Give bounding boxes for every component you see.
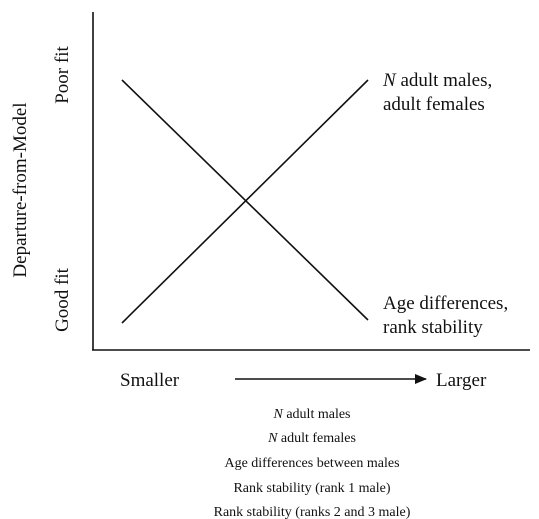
caption-text: adult females <box>281 431 356 446</box>
y-top-label: Poor fit <box>52 46 73 104</box>
caption-line: N adult females <box>267 431 356 446</box>
rising-label-italic: N <box>382 70 397 91</box>
caption-italic: N <box>273 407 284 422</box>
caption-line: Rank stability (ranks 2 and 3 male) <box>214 505 411 519</box>
rising-label: N adult males, <box>382 70 492 91</box>
y-bottom-label: Good fit <box>52 267 73 332</box>
falling-line <box>121 79 369 321</box>
x-left-label: Smaller <box>120 370 180 391</box>
caption-italic: N <box>267 431 278 446</box>
caption-line: Age differences between males <box>224 456 399 471</box>
rising-label: adult females <box>383 94 485 115</box>
y-axis-label: Departure-from-Model <box>10 102 31 277</box>
caption-line: Rank stability (rank 1 male) <box>233 481 390 496</box>
rising-label-text: adult males, <box>400 70 492 91</box>
falling-label: rank stability <box>383 317 483 338</box>
rising-line <box>121 79 369 324</box>
x-right-label: Larger <box>436 370 487 391</box>
caption-line: N adult males <box>273 407 351 422</box>
falling-label: Age differences, <box>383 293 508 314</box>
caption-text: adult males <box>286 407 350 422</box>
